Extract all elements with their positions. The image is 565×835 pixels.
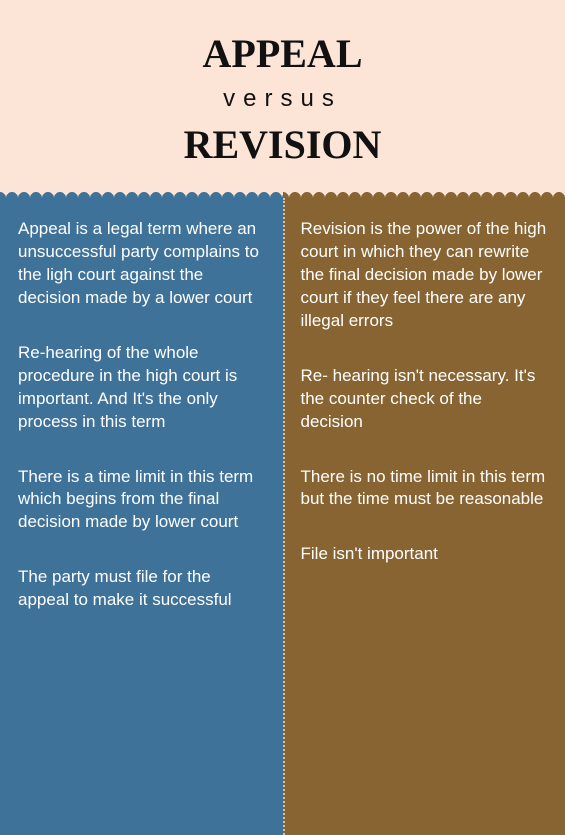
title-word-2: versus <box>223 85 342 113</box>
column-divider <box>283 198 285 835</box>
header: APPEAL versus REVISION <box>0 0 565 198</box>
revision-point-3: There is no time limit in this term but … <box>301 466 548 512</box>
appeal-point-2: Re-hearing of the whole procedure in the… <box>18 342 265 434</box>
appeal-point-1: Appeal is a legal term where an unsucces… <box>18 218 265 310</box>
comparison-columns: Appeal is a legal term where an unsucces… <box>0 198 565 835</box>
scallop-edge-left <box>0 192 283 204</box>
title-word-3: REVISION <box>184 121 382 168</box>
revision-point-4: File isn't important <box>301 543 548 566</box>
title-word-1: APPEAL <box>203 30 363 77</box>
scallop-edge-right <box>283 192 565 204</box>
revision-point-2: Re- hearing isn't necessary. It's the co… <box>301 365 548 434</box>
revision-column: Revision is the power of the high court … <box>283 198 565 835</box>
revision-point-1: Revision is the power of the high court … <box>301 218 548 333</box>
appeal-column: Appeal is a legal term where an unsucces… <box>0 198 283 835</box>
appeal-point-3: There is a time limit in this term which… <box>18 466 265 535</box>
appeal-point-4: The party must file for the appeal to ma… <box>18 566 265 612</box>
